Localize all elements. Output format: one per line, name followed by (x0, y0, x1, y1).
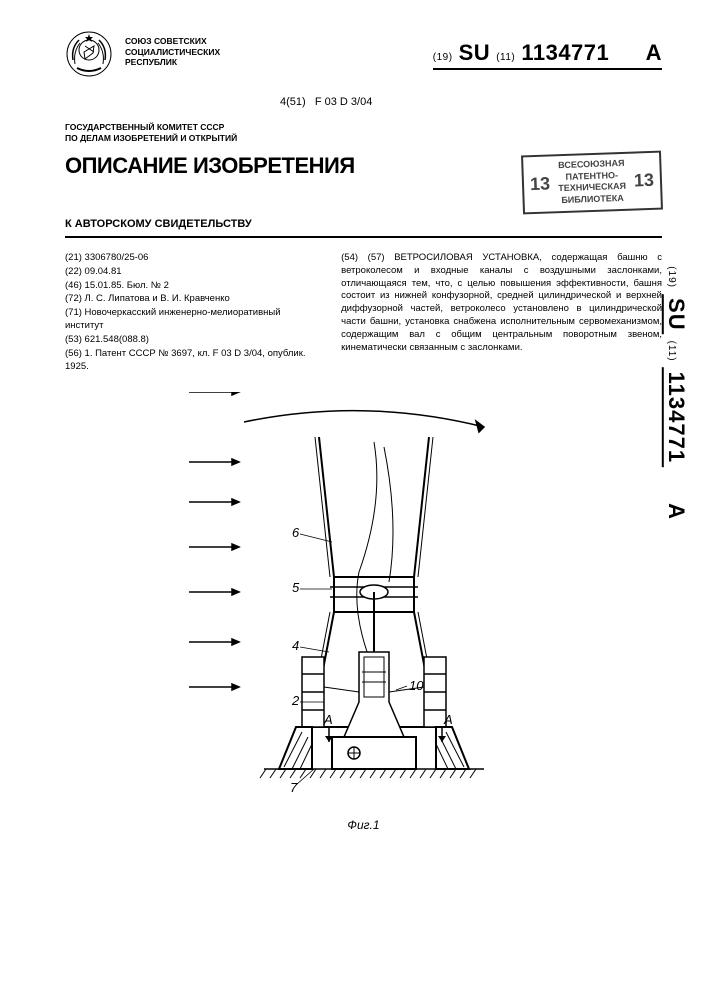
servo-mechanism (344, 652, 404, 737)
publication-number: (19) SU (11) 1134771 A (247, 30, 662, 70)
content-columns: (21) 3306780/25-06(22) 09.04.81(46) 15.0… (65, 252, 662, 374)
page-title: ОПИСАНИЕ ИЗОБРЕТЕНИЯ (65, 153, 504, 179)
label-5: 5 (292, 580, 300, 595)
library-stamp: 13 ВСЕСОЮЗНАЯПАТЕНТНО-ТЕХНИЧЕСКАЯБИБЛИОТ… (521, 151, 663, 215)
ground-hatch (260, 769, 484, 778)
side-suffix: A (664, 503, 689, 520)
label-6: 6 (292, 525, 300, 540)
page-subtitle: К АВТОРСКОМУ СВИДЕТЕЛЬСТВУ (65, 218, 662, 230)
label-4: 4 (292, 638, 299, 653)
biblio-line: (53) 621.548(088.8) (65, 334, 317, 347)
side-prefix19: (19) (666, 266, 677, 288)
biblio-line: (21) 3306780/25-06 (65, 252, 317, 265)
side-prefix11: (11) (666, 341, 677, 362)
side-number: 1134771 (662, 368, 689, 467)
stamp-text: ВСЕСОЮЗНАЯПАТЕНТНО-ТЕХНИЧЕСКАЯБИБЛИОТЕКА (553, 158, 631, 207)
header: СОЮЗ СОВЕТСКИХСОЦИАЛИСТИЧЕСКИХРЕСПУБЛИК … (65, 30, 662, 78)
svg-text:A: A (323, 712, 333, 727)
stamp-num-left: 13 (530, 172, 551, 196)
pubnum-suffix: A (646, 40, 662, 65)
committee-label: ГОСУДАРСТВЕННЫЙ КОМИТЕТ СССРПО ДЕЛАМ ИЗО… (65, 122, 662, 143)
figure-caption: Фиг.1 (65, 818, 662, 832)
biblio-line: (46) 15.01.85. Бюл. № 2 (65, 280, 317, 293)
biblio-column: (21) 3306780/25-06(22) 09.04.81(46) 15.0… (65, 252, 317, 374)
stamp-num-right: 13 (634, 169, 655, 193)
label-7: 7 (290, 780, 298, 795)
svg-text:A: A (443, 712, 453, 727)
pubnum-prefix19: (19) (433, 52, 453, 63)
label-10: 10 (409, 678, 424, 693)
label-2: 2 (291, 693, 300, 708)
union-label: СОЮЗ СОВЕТСКИХСОЦИАЛИСТИЧЕСКИХРЕСПУБЛИК (125, 30, 235, 68)
ipc-classification: 4(51) F 03 D 3/04 (280, 96, 662, 108)
ussr-emblem (65, 30, 113, 78)
biblio-line: (72) Л. С. Липатова и В. И. Кравченко (65, 293, 317, 306)
side-publication-number: (19) SU (11) 1134771 A (663, 266, 689, 520)
side-cc: SU (662, 294, 689, 335)
class-prefix: 4(51) (280, 96, 306, 108)
biblio-line: (71) Новочеркасский инженерно-мелиоратив… (65, 307, 317, 333)
pubnum-number: 1134771 (521, 40, 609, 65)
pubnum-cc: SU (459, 40, 491, 65)
biblio-line: (22) 09.04.81 (65, 266, 317, 279)
divider (65, 236, 662, 238)
wind-arrows-icon (189, 392, 484, 690)
abstract-column: (54) (57) ВЕТРОСИЛОВАЯ УСТАНОВКА, содерж… (341, 252, 662, 374)
biblio-line: (56) 1. Патент СССР № 3697, кл. F 03 D 3… (65, 348, 317, 374)
figure-1: 6 5 4 2 10 7 A A Фиг.1 (65, 392, 662, 832)
class-code: F 03 D 3/04 (315, 96, 372, 108)
pubnum-prefix11: (11) (496, 52, 515, 63)
